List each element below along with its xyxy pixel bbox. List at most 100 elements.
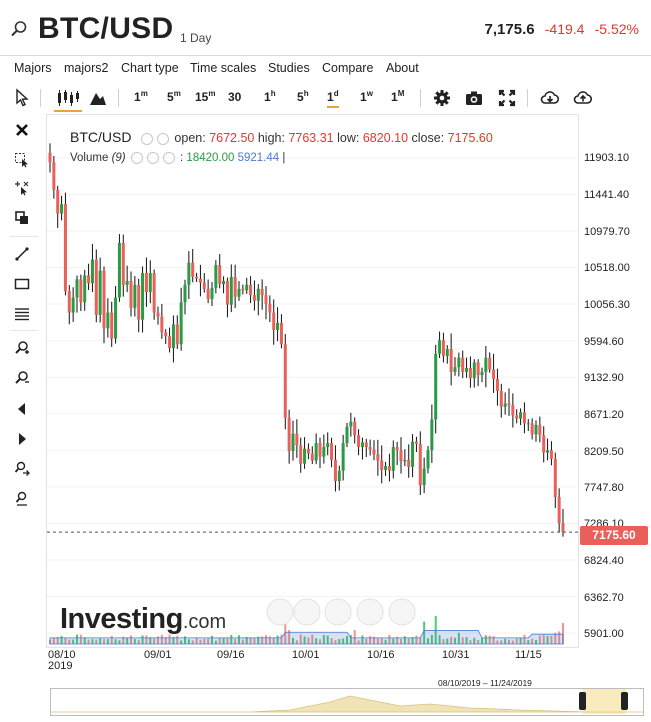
volume-bar [110, 635, 113, 644]
candle-body [106, 312, 110, 329]
volume-bar [253, 638, 256, 644]
chart-overlays [47, 531, 578, 626]
volume-bar [68, 639, 71, 644]
menu-chart-type[interactable]: Chart type [121, 61, 179, 75]
eye-icon[interactable] [140, 132, 153, 145]
volume-bar [550, 635, 553, 644]
volume-bar [538, 635, 541, 644]
chart-nav-control [266, 598, 294, 626]
scroll-left-icon[interactable] [14, 401, 30, 417]
timeframe-1m[interactable]: 1m [134, 89, 148, 104]
candle-body [303, 448, 307, 464]
timeframe-1M[interactable]: 1M [391, 89, 404, 104]
volume-bar [160, 634, 163, 644]
scroll-right-icon[interactable] [14, 431, 30, 447]
zoom-next-icon[interactable] [14, 461, 30, 477]
volume-bar [403, 636, 406, 644]
zoom-out-icon[interactable] [14, 370, 30, 386]
candle-body [326, 443, 330, 448]
menu-compare[interactable]: Compare [322, 61, 374, 75]
volume-bar [288, 630, 291, 644]
candle-body [561, 523, 565, 533]
candle-body [484, 357, 488, 372]
camera-icon[interactable] [464, 88, 484, 108]
timeframe-15m[interactable]: 15m [195, 89, 215, 104]
candle-body [519, 412, 523, 419]
candle-body [372, 449, 376, 455]
close-icon[interactable] [14, 122, 30, 138]
cursor-icon[interactable] [12, 88, 32, 108]
search-icon[interactable] [10, 20, 28, 38]
close-icon[interactable] [162, 152, 175, 164]
fullscreen-icon[interactable] [497, 88, 517, 108]
navigator-handle-left[interactable] [579, 692, 586, 710]
timeframe-1d[interactable]: 1d [327, 89, 339, 108]
volume-bar [515, 638, 518, 644]
gear-icon[interactable] [432, 88, 452, 108]
upload-icon[interactable] [573, 88, 593, 108]
candle-body [233, 276, 237, 297]
candle-body [434, 353, 438, 420]
candle-body [249, 284, 253, 296]
y-tick-label: 5901.00 [584, 628, 624, 640]
tools-divider [10, 330, 38, 331]
volume-bar [373, 636, 375, 644]
area-chart-icon[interactable] [88, 88, 108, 108]
menu-majors2[interactable]: majors2 [64, 61, 109, 75]
menu-majors[interactable]: Majors [14, 61, 52, 75]
navigator-handle-right[interactable] [621, 692, 628, 710]
trend-line-icon[interactable] [14, 246, 30, 262]
volume-bar [195, 637, 198, 644]
timeframe-1w[interactable]: 1w [360, 89, 373, 104]
eye-icon[interactable] [130, 152, 143, 164]
timeframe-5h[interactable]: 5h [297, 89, 309, 104]
volume-bar [114, 639, 117, 644]
crosshair-icon[interactable] [14, 180, 30, 196]
volume-bar [465, 637, 468, 644]
candle-body [430, 419, 434, 451]
fibonacci-icon[interactable] [14, 306, 30, 322]
volume-bar [357, 640, 360, 644]
zoom-in-icon[interactable] [14, 340, 30, 356]
chart-nav-control [388, 598, 416, 626]
volume-bar [519, 637, 522, 644]
copy-icon[interactable] [14, 210, 30, 226]
volume-bar [222, 638, 225, 644]
candle-body [515, 415, 519, 419]
toolbar-divider [420, 89, 421, 107]
chart-plot-area[interactable] [46, 114, 579, 648]
timeframe-1m-unit: m [140, 89, 148, 98]
gear-icon[interactable] [156, 132, 169, 145]
download-icon[interactable] [540, 88, 560, 108]
timeframe-5m-unit: m [173, 89, 181, 98]
volume-legend: Volume (9) : 18420.00 5921.44 | [70, 152, 286, 165]
volume-bar [562, 623, 564, 644]
candle-body [387, 466, 391, 471]
navigator-selection[interactable] [583, 689, 626, 714]
candlestick-icon[interactable] [55, 88, 81, 108]
menu-about[interactable]: About [386, 61, 419, 75]
menu-studies[interactable]: Studies [268, 61, 310, 75]
x-tick-label: 08/10 [48, 649, 76, 661]
select-cursor-icon[interactable] [14, 152, 30, 168]
drawing-tools-panel [10, 118, 40, 518]
volume-bar [153, 638, 156, 644]
gear-icon[interactable] [146, 152, 159, 164]
rectangle-icon[interactable] [14, 276, 30, 292]
candle-body [183, 284, 187, 303]
volume-bar [145, 635, 148, 644]
menu-time-scales[interactable]: Time scales [190, 61, 257, 75]
candle-body [245, 284, 249, 291]
volume-bar [292, 637, 294, 644]
open-label: open: [174, 131, 206, 145]
volume-bar [272, 637, 275, 644]
candle-body [171, 324, 175, 349]
timeframe-1h-value: 1 [264, 90, 271, 104]
volume-bar [199, 639, 202, 644]
timeframe-1h[interactable]: 1h [264, 89, 276, 104]
candle-body [546, 450, 550, 453]
timeframe-30[interactable]: 30 [228, 89, 241, 104]
timeframe-5m[interactable]: 5m [167, 89, 181, 104]
zoom-reset-icon[interactable] [14, 491, 30, 507]
volume-bar [87, 639, 90, 644]
